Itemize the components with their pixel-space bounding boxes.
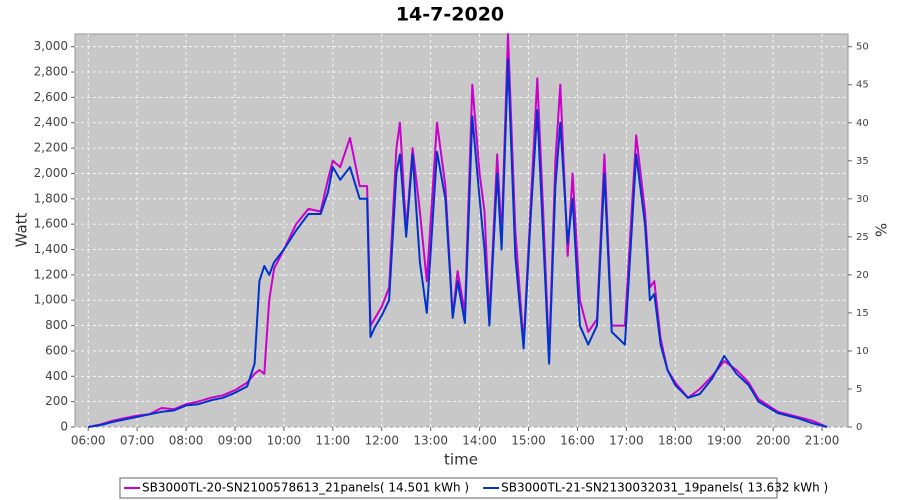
y-tick-label: 2,800	[34, 65, 68, 79]
y-tick-label: 2,200	[34, 141, 68, 155]
y-tick-label: 1,600	[34, 217, 68, 231]
y2-tick-label: 20	[856, 270, 869, 281]
y-tick-label: 400	[45, 369, 68, 383]
x-tick-label: 13:00	[413, 434, 448, 448]
y2-axis-label: %	[872, 223, 890, 237]
y-tick-label: 1,800	[34, 191, 68, 205]
y-axis-label: Watt	[13, 212, 31, 247]
x-tick-label: 07:00	[120, 434, 155, 448]
chart-title: 14-7-2020	[396, 4, 504, 26]
y2-tick-label: 10	[856, 346, 869, 357]
y2-tick-label: 45	[856, 80, 869, 91]
x-tick-label: 11:00	[316, 434, 351, 448]
y-tick-label: 200	[45, 394, 68, 408]
y2-tick-label: 15	[856, 308, 869, 319]
y-tick-label: 600	[45, 343, 68, 357]
x-tick-label: 19:00	[707, 434, 742, 448]
y-tick-label: 1,000	[34, 293, 68, 307]
y2-tick-label: 35	[856, 156, 869, 167]
legend-box	[119, 477, 778, 499]
y2-tick-label: 0	[856, 422, 862, 433]
x-tick-label: 17:00	[609, 434, 644, 448]
x-tick-label: 20:00	[756, 434, 791, 448]
y2-tick-label: 5	[856, 384, 862, 395]
x-tick-label: 06:00	[71, 434, 106, 448]
x-tick-label: 14:00	[462, 434, 497, 448]
x-tick-label: 18:00	[658, 434, 693, 448]
y-tick-label: 0	[60, 420, 68, 434]
y-tick-label: 3,000	[34, 39, 68, 53]
x-tick-label: 09:00	[218, 434, 253, 448]
series-line	[87, 33, 828, 428]
x-axis-label: time	[444, 451, 478, 469]
x-tick-label: 21:00	[805, 434, 840, 448]
x-tick-label: 12:00	[364, 434, 399, 448]
x-tick-label: 15:00	[511, 434, 546, 448]
y-tick-label: 800	[45, 318, 68, 332]
y-tick-label: 2,000	[34, 166, 68, 180]
legend-label: SB3000TL-21-SN2130032031_19panels( 13.63…	[501, 481, 828, 495]
plot-area	[74, 33, 849, 428]
y-tick-label: 2,400	[34, 115, 68, 129]
y2-tick-label: 50	[856, 42, 869, 53]
y2-tick-label: 30	[856, 194, 869, 205]
series-line	[88, 58, 828, 428]
y2-tick-label: 40	[856, 118, 869, 129]
x-tick-label: 08:00	[169, 434, 204, 448]
legend-label: SB3000TL-20-SN2100578613_21panels( 14.50…	[142, 481, 469, 495]
y-tick-label: 1,200	[34, 267, 68, 281]
y-tick-label: 1,400	[34, 242, 68, 256]
x-tick-label: 10:00	[267, 434, 302, 448]
y2-tick-label: 25	[856, 232, 869, 243]
y-tick-label: 2,600	[34, 90, 68, 104]
x-tick-label: 16:00	[560, 434, 595, 448]
